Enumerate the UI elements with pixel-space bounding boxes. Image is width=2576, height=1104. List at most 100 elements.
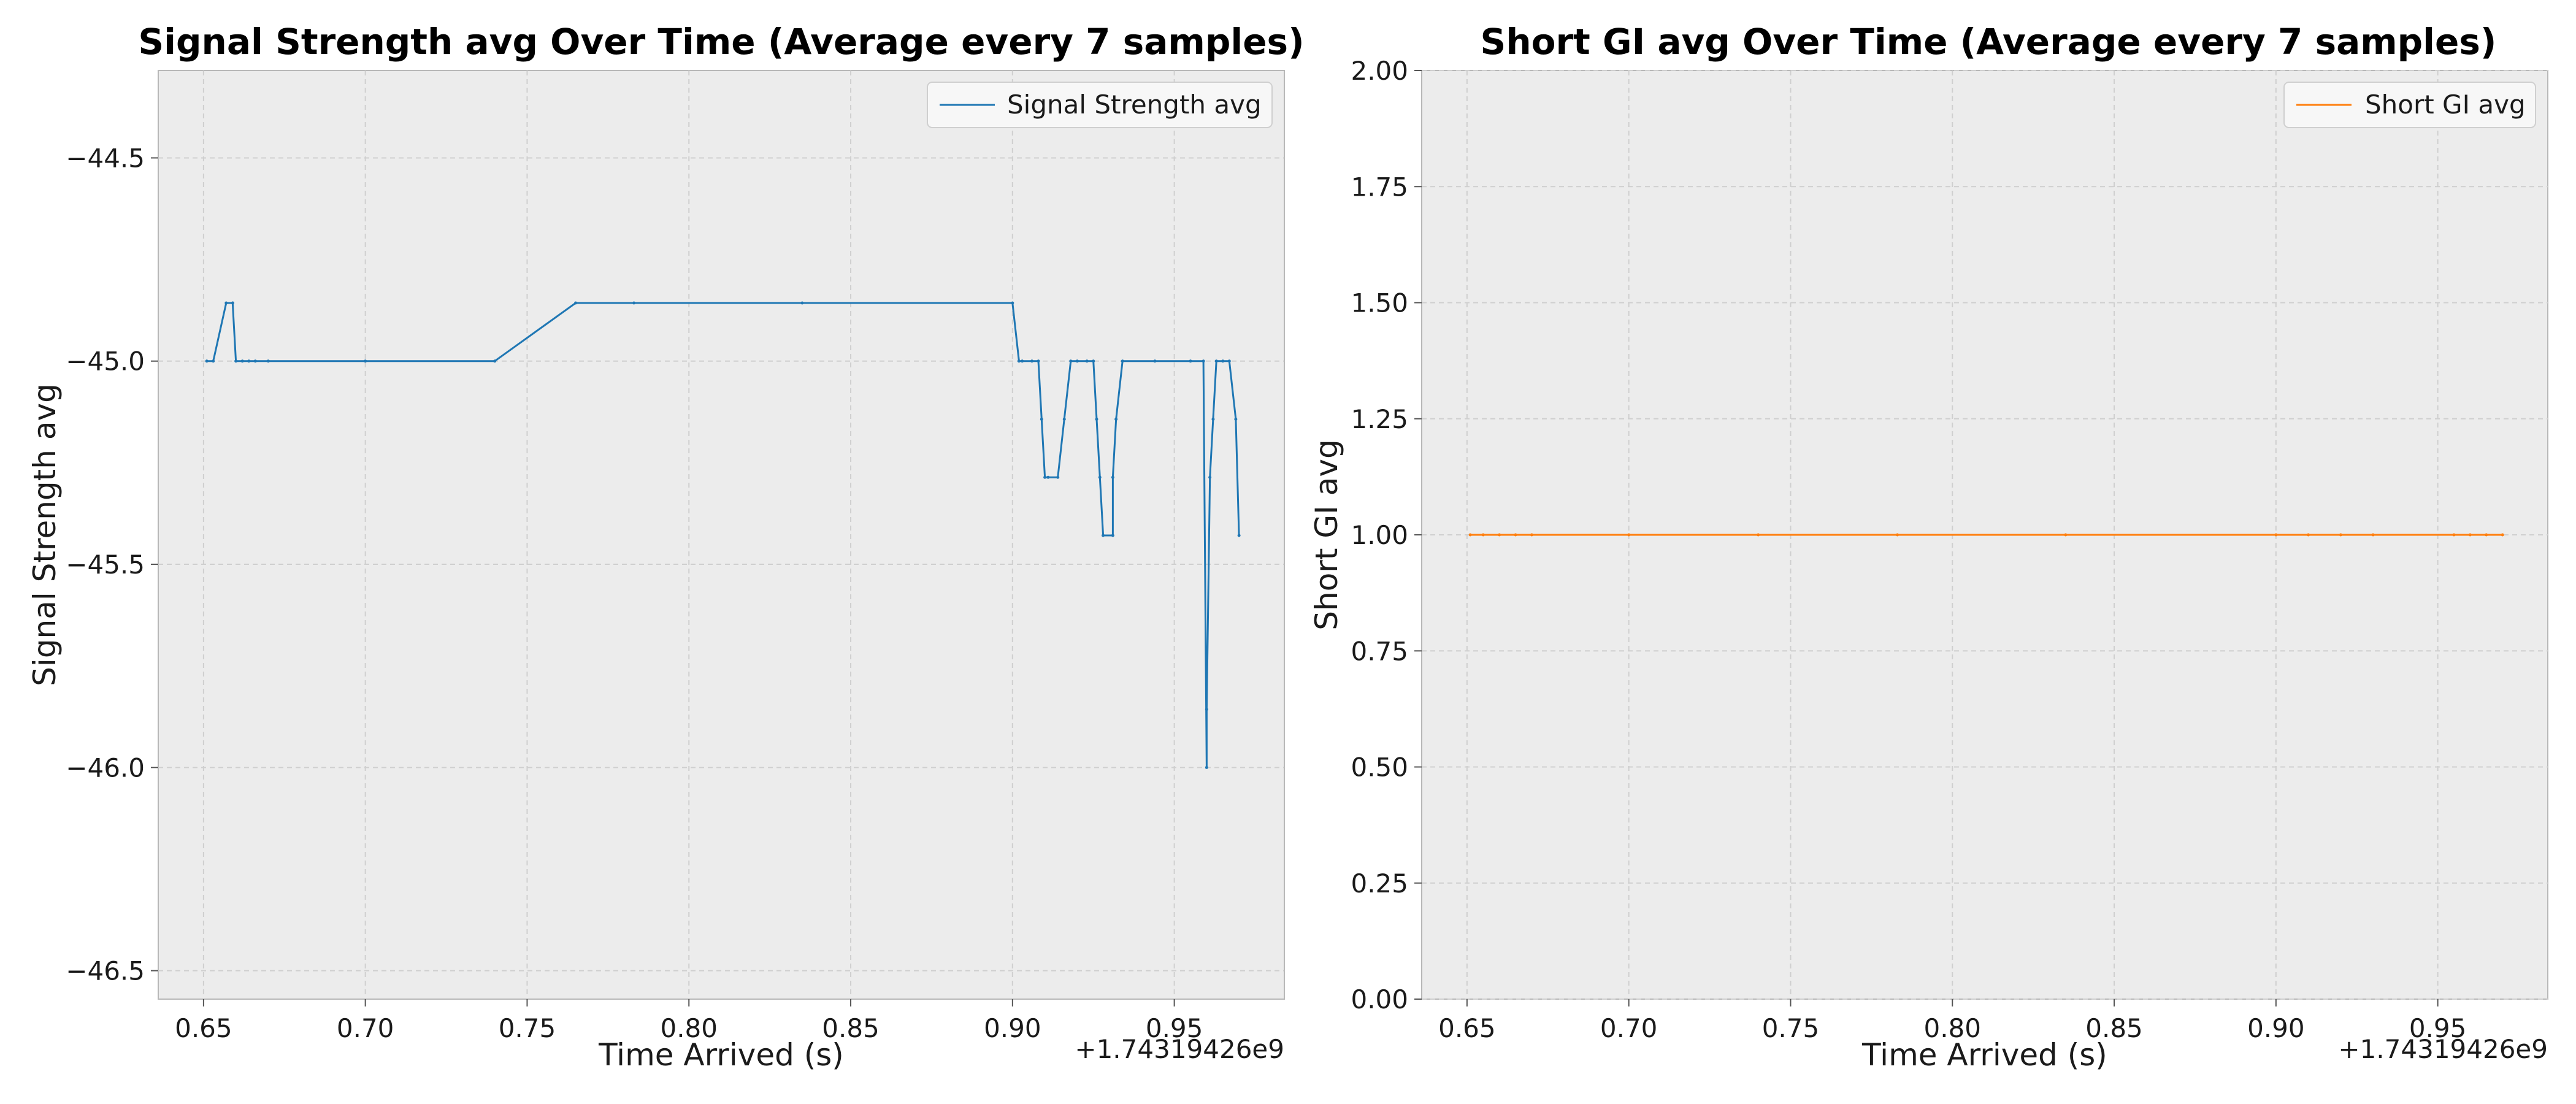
data-point <box>1896 533 1899 537</box>
data-point <box>1017 359 1021 363</box>
x-tick-label: 0.70 <box>1600 1013 1658 1043</box>
data-point <box>1075 359 1079 363</box>
data-point <box>1234 417 1238 421</box>
data-point <box>231 301 234 305</box>
data-point <box>1085 359 1089 363</box>
data-point <box>364 359 367 363</box>
legend: Short GI avg <box>2283 82 2536 128</box>
y-axis-label: Short GI avg <box>1309 439 1344 630</box>
data-point <box>1205 765 1208 769</box>
y-tick-label: 1.75 <box>1351 172 1408 202</box>
y-tick-label: 2.00 <box>1351 56 1408 86</box>
short-gi-chart: Short GI avg Over Time (Average every 7 … <box>1309 21 2548 1073</box>
data-point <box>2371 533 2375 537</box>
y-tick-label: 0.00 <box>1351 984 1408 1014</box>
data-point <box>800 301 804 305</box>
data-point <box>1114 417 1118 421</box>
data-point <box>1092 359 1095 363</box>
data-point <box>1498 533 1501 537</box>
data-point <box>1011 301 1014 305</box>
data-point <box>1757 533 1760 537</box>
data-point <box>2307 533 2310 537</box>
data-point <box>2501 533 2504 537</box>
data-point <box>2274 533 2278 537</box>
x-tick-label: 0.90 <box>984 1013 1041 1043</box>
y-axis-ticks: −46.5 −46.0 −45.5 −45.0 −44.5 <box>66 143 158 986</box>
data-point <box>1481 533 1485 537</box>
data-point <box>1037 359 1040 363</box>
data-point <box>1221 359 1225 363</box>
data-point <box>1627 533 1631 537</box>
data-point <box>1069 359 1073 363</box>
x-tick-label: 0.85 <box>822 1013 880 1043</box>
y-tick-label: 1.50 <box>1351 288 1408 318</box>
x-tick-label: 0.80 <box>660 1013 718 1043</box>
data-point <box>1468 533 1472 537</box>
y-tick-label: −44.5 <box>66 143 145 173</box>
data-point <box>1043 475 1047 479</box>
data-point <box>1237 534 1241 537</box>
x-axis-ticks: 0.65 0.70 0.75 0.80 0.85 0.90 0.95 <box>1438 999 2466 1043</box>
x-axis-label: Time Arrived (s) <box>598 1037 844 1073</box>
data-point <box>1062 417 1066 421</box>
x-tick-label: 0.70 <box>337 1013 394 1043</box>
series-layer <box>1468 533 2504 537</box>
y-axis-label: Signal Strength avg <box>27 383 63 686</box>
data-point <box>240 359 244 363</box>
data-point <box>574 301 578 305</box>
signal-strength-chart: Signal Strength avg Over Time (Average e… <box>27 21 1305 1073</box>
y-tick-label: 0.50 <box>1351 753 1408 783</box>
data-point <box>1202 359 1205 363</box>
data-point <box>234 359 238 363</box>
data-point <box>1030 359 1033 363</box>
x-axis-offset-label: +1.74319426e9 <box>2338 1034 2548 1064</box>
data-point <box>1111 475 1114 479</box>
data-point <box>1111 534 1114 537</box>
x-tick-label: 0.80 <box>1923 1013 1981 1043</box>
legend-box <box>927 82 1273 128</box>
x-tick-label: 0.75 <box>1762 1013 1820 1043</box>
plot-area <box>158 70 1285 1000</box>
data-point <box>266 359 270 363</box>
data-point <box>2452 533 2456 537</box>
data-point <box>2468 533 2472 537</box>
x-tick-label: 0.95 <box>1146 1013 1203 1043</box>
data-point <box>1095 417 1098 421</box>
legend-label: Short GI avg <box>2365 90 2526 120</box>
data-point <box>1046 475 1050 479</box>
data-point <box>493 359 497 363</box>
chart-title: Signal Strength avg Over Time (Average e… <box>138 21 1304 63</box>
x-axis-label: Time Arrived (s) <box>1861 1037 2107 1073</box>
y-tick-label: −45.0 <box>66 347 145 377</box>
y-tick-label: −46.0 <box>66 753 145 783</box>
data-point <box>2064 533 2068 537</box>
data-point <box>1208 475 1212 479</box>
x-axis-ticks: 0.65 0.70 0.75 0.80 0.85 0.90 0.95 <box>175 999 1203 1043</box>
data-point <box>1227 359 1231 363</box>
chart-title: Short GI avg Over Time (Average every 7 … <box>1481 21 2497 63</box>
data-point <box>1102 534 1105 537</box>
data-point <box>1098 475 1102 479</box>
x-gridlines <box>202 71 1175 999</box>
data-point <box>632 301 636 305</box>
data-point <box>2339 533 2342 537</box>
data-point <box>1214 359 1218 363</box>
data-point <box>1205 708 1208 711</box>
series-layer <box>205 301 1241 769</box>
data-point <box>212 359 215 363</box>
data-point <box>247 359 251 363</box>
data-point <box>224 301 228 305</box>
x-tick-label: 0.95 <box>2409 1013 2467 1043</box>
legend-label: Signal Strength avg <box>1007 90 1262 120</box>
y-axis-ticks: 0.00 0.25 0.50 0.75 1.00 1.25 1.50 1.75 2.00 <box>1351 56 1422 1014</box>
data-point <box>253 359 257 363</box>
legend: Signal Strength avg <box>927 82 1273 128</box>
y-tick-label: 0.25 <box>1351 868 1408 899</box>
y-tick-label: 1.25 <box>1351 404 1408 434</box>
y-tick-label: −46.5 <box>66 956 145 986</box>
y-tick-label: −45.5 <box>66 550 145 580</box>
data-point <box>2485 533 2488 537</box>
x-tick-label: 0.65 <box>175 1013 232 1043</box>
data-point <box>1021 359 1024 363</box>
